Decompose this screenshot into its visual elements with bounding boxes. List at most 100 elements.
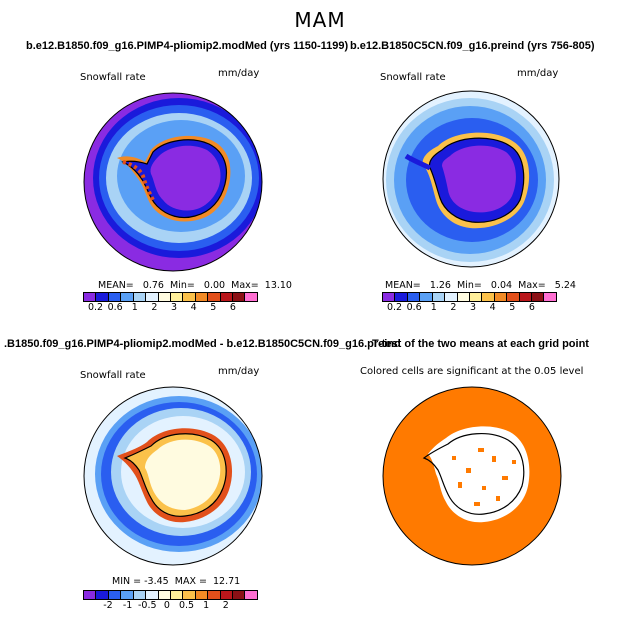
panel1-variable: Snowfall rate bbox=[80, 72, 146, 83]
panel2-stats: MEAN= 1.26 Min= 0.04 Max= 5.24 bbox=[385, 280, 576, 291]
colorbar-tick-label: 3 bbox=[469, 302, 477, 313]
colorbar-box bbox=[383, 293, 396, 301]
colorbar-box bbox=[96, 293, 109, 301]
colorbar-box bbox=[121, 293, 134, 301]
colorbar-tick-label: -1 bbox=[122, 600, 133, 611]
colorbar-box bbox=[108, 293, 122, 301]
p1-map-border bbox=[83, 92, 263, 272]
colorbar-box bbox=[84, 591, 97, 599]
colorbar-box bbox=[507, 293, 520, 301]
panel2-map bbox=[382, 90, 560, 268]
colorbar-box bbox=[457, 293, 470, 301]
colorbar-box bbox=[395, 293, 408, 301]
colorbar-tick-label: 5 bbox=[509, 302, 516, 313]
colorbar-ticks: 0.2 0.6 1 2 3 4 5 6 bbox=[382, 302, 557, 314]
colorbar-box bbox=[445, 293, 458, 301]
colorbar-box bbox=[220, 293, 234, 301]
colorbar-tick-label: 0.6 bbox=[107, 302, 123, 313]
colorbar-tick-label: 3 bbox=[170, 302, 178, 313]
colorbar-tick-label: 4 bbox=[190, 302, 197, 313]
p2-ice-interior bbox=[442, 145, 516, 213]
colorbar-box bbox=[108, 591, 122, 599]
colorbar-tick-label: 0 bbox=[163, 600, 170, 611]
panel1-stats: MEAN= 0.76 Min= 0.00 Max= 13.10 bbox=[98, 280, 292, 291]
panel3-title: .B1850.f09_g16.PIMP4-pliomip2.modMed - b… bbox=[4, 338, 401, 350]
p3-map-border bbox=[83, 386, 263, 566]
panel2-title: b.e12.B1850C5CN.f09_g16.preind (yrs 756-… bbox=[350, 40, 595, 52]
panel2-units: mm/day bbox=[517, 68, 559, 79]
p3-coastline bbox=[123, 433, 227, 517]
panel1-units: mm/day bbox=[218, 68, 260, 79]
colorbar-box bbox=[233, 591, 246, 599]
colorbar-box bbox=[121, 591, 134, 599]
colorbar-tick-label: 0.6 bbox=[406, 302, 422, 313]
colorbar-box bbox=[245, 293, 257, 301]
colorbar-box bbox=[158, 293, 171, 301]
colorbar-ticks: 0.2 0.6 1 2 3 4 5 6 bbox=[83, 302, 258, 314]
colorbar-tick-label: 4 bbox=[489, 302, 496, 313]
colorbar-box bbox=[170, 293, 184, 301]
panel4-subtitle: Colored cells are significant at the 0.0… bbox=[360, 366, 584, 377]
colorbar-box bbox=[208, 591, 221, 599]
colorbar-ticks: -2 -1 -0.5 0 0.5 1 2 bbox=[83, 600, 258, 612]
panel1-colorbar: 0.2 0.6 1 2 3 4 5 6 bbox=[83, 292, 258, 314]
colorbar-box bbox=[544, 293, 556, 301]
colorbar-box bbox=[407, 293, 421, 301]
colorbar-tick-label: -2 bbox=[103, 600, 113, 611]
colorbar-tick-label: 2 bbox=[151, 302, 158, 313]
panel3-stats: MIN = -3.45 MAX = 12.71 bbox=[112, 576, 241, 587]
panel3-units: mm/day bbox=[218, 366, 260, 377]
panel2-variable: Snowfall rate bbox=[380, 72, 446, 83]
colorbar-box bbox=[220, 591, 234, 599]
colorbar-box bbox=[245, 591, 257, 599]
panel1-map bbox=[83, 92, 263, 272]
colorbar-tick-label: 2 bbox=[450, 302, 457, 313]
colorbar-box bbox=[519, 293, 533, 301]
colorbar-tick-label: 0.2 bbox=[386, 302, 403, 313]
colorbar-tick-label: 1 bbox=[131, 302, 138, 313]
colorbar-box bbox=[233, 293, 246, 301]
colorbar-box bbox=[195, 293, 209, 301]
colorbar-boxes bbox=[83, 590, 258, 600]
p4-map-border bbox=[382, 386, 562, 566]
colorbar-box bbox=[96, 591, 109, 599]
colorbar-box bbox=[158, 591, 171, 599]
colorbar-boxes bbox=[83, 292, 258, 302]
panel1-title: b.e12.B1850.f09_g16.PIMP4-pliomip2.modMe… bbox=[26, 40, 349, 52]
colorbar-box bbox=[170, 591, 184, 599]
colorbar-box bbox=[195, 591, 209, 599]
colorbar-box bbox=[183, 293, 196, 301]
colorbar-box bbox=[183, 591, 196, 599]
colorbar-box bbox=[133, 591, 147, 599]
colorbar-tick-label: 6 bbox=[528, 302, 535, 313]
colorbar-box bbox=[420, 293, 433, 301]
colorbar-box bbox=[532, 293, 545, 301]
colorbar-box bbox=[469, 293, 483, 301]
p2-peninsula bbox=[404, 153, 432, 171]
colorbar-box bbox=[482, 293, 495, 301]
panel3-colorbar: -2 -1 -0.5 0 0.5 1 2 bbox=[83, 590, 258, 612]
p1-ice-interior bbox=[150, 145, 221, 211]
p2-coastline bbox=[428, 137, 525, 223]
p4-coastline bbox=[422, 433, 525, 515]
panel3-map bbox=[83, 386, 263, 566]
colorbar-box bbox=[146, 591, 159, 599]
panel2-colorbar: 0.2 0.6 1 2 3 4 5 6 bbox=[382, 292, 557, 314]
panel4-title: T-test of the two means at each grid poi… bbox=[372, 338, 589, 350]
colorbar-tick-label: 0.2 bbox=[87, 302, 104, 313]
colorbar-tick-label: 5 bbox=[210, 302, 217, 313]
colorbar-box bbox=[208, 293, 221, 301]
panel4-map bbox=[382, 386, 562, 566]
panel3-variable: Snowfall rate bbox=[80, 370, 146, 381]
colorbar-tick-label: 1 bbox=[430, 302, 437, 313]
season-title: MAM bbox=[294, 8, 346, 32]
colorbar-boxes bbox=[382, 292, 557, 302]
colorbar-box bbox=[84, 293, 97, 301]
colorbar-box bbox=[133, 293, 147, 301]
colorbar-tick-label: 0.5 bbox=[178, 600, 195, 611]
p3-ice-interior bbox=[145, 439, 221, 510]
colorbar-box bbox=[146, 293, 159, 301]
p4-nonsignificant-area bbox=[428, 426, 530, 523]
p1-peninsula-colors bbox=[122, 160, 155, 201]
colorbar-tick-label: 6 bbox=[229, 302, 236, 313]
